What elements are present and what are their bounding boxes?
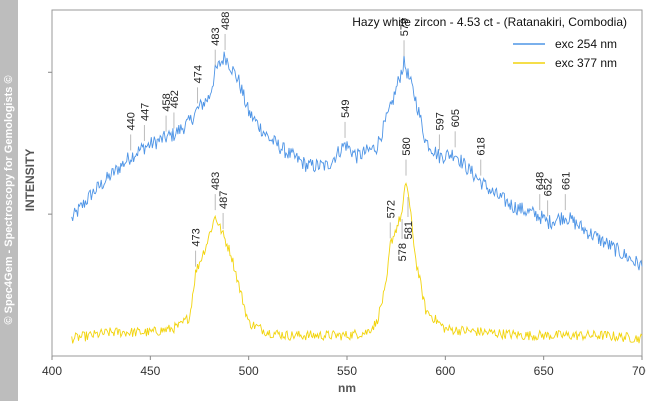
peak-label-580: 580	[401, 137, 413, 155]
series-line-1	[71, 182, 643, 344]
peak-label-487: 487	[218, 191, 230, 209]
x-tick-label-550: 550	[337, 364, 357, 378]
x-tick-label-500: 500	[239, 364, 259, 378]
watermark-band: © Spec4Gem - Spectroscopy for Gemologist…	[0, 0, 18, 401]
y-axis-title: INTENSITY	[23, 149, 37, 212]
x-axis-title: nm	[338, 381, 356, 395]
x-axis: 400 450 500 550 600 650 700	[42, 356, 646, 378]
x-tick-label-700: 700	[632, 364, 646, 378]
peak-label-597: 597	[434, 112, 446, 130]
peak-label-648: 648	[535, 172, 547, 190]
peak-label-458: 458	[161, 93, 173, 111]
x-tick-label-650: 650	[534, 364, 554, 378]
peak-label-483: 483	[210, 172, 222, 190]
peak-label-447: 447	[139, 103, 151, 121]
peak-label-579: 579	[399, 18, 411, 36]
peak-label-549: 549	[340, 100, 352, 118]
peak-label-661: 661	[560, 172, 572, 190]
peak-label-474: 474	[193, 65, 205, 83]
peak-label-473: 473	[191, 228, 203, 246]
legend-label-377: exc 377 nm	[555, 56, 617, 70]
peak-label-652: 652	[543, 178, 555, 196]
peak-label-483: 483	[210, 27, 222, 45]
peak-label-462: 462	[169, 90, 181, 108]
x-tick-label-450: 450	[140, 364, 160, 378]
series-line-0	[71, 51, 643, 271]
peak-label-488: 488	[220, 12, 232, 30]
peak-label-440: 440	[126, 112, 138, 130]
peak-label-605: 605	[450, 109, 462, 127]
legend-label-254: exc 254 nm	[555, 37, 617, 51]
series-layer	[71, 51, 643, 344]
legend: exc 254 nm exc 377 nm	[513, 37, 617, 70]
x-tick-label-600: 600	[435, 364, 455, 378]
peak-label-618: 618	[476, 137, 488, 155]
peak-label-581: 581	[403, 221, 415, 239]
peak-label-572: 572	[385, 200, 397, 218]
x-tick-label-400: 400	[42, 364, 62, 378]
y-axis-ticks	[48, 71, 52, 215]
chart-title: Hazy white zircon - 4.53 ct - (Ratanakir…	[352, 15, 627, 29]
peak-label-578: 578	[397, 243, 409, 261]
plot-frame	[51, 9, 643, 357]
